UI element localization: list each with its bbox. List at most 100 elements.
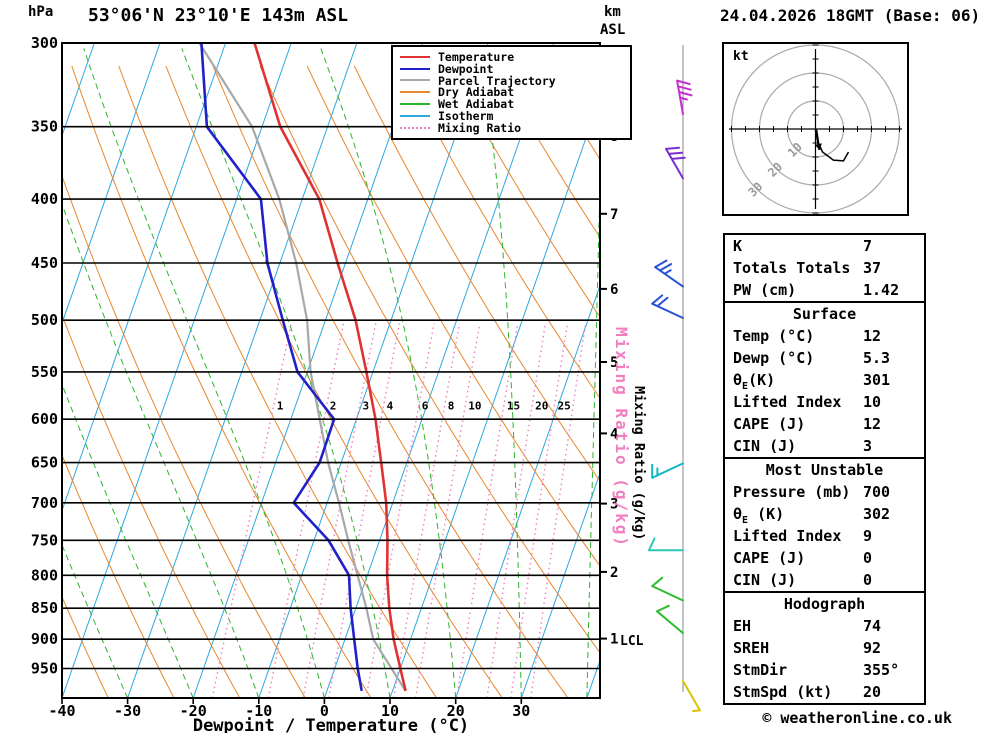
svg-text:4: 4 xyxy=(387,399,394,412)
wind-barb xyxy=(654,259,684,288)
svg-text:7: 7 xyxy=(610,207,618,223)
stats-section: Surface Temp (°C) 12 Dewp (°C) 5.3 θE(K) 301 Li… xyxy=(725,301,924,457)
wind-barb xyxy=(656,604,684,635)
stat-row: CIN (J) 0 xyxy=(725,569,924,591)
stat-value: 3 xyxy=(863,437,873,455)
svg-text:1: 1 xyxy=(610,632,618,648)
svg-text:350: 350 xyxy=(31,118,58,136)
pressure-axis-unit: hPa xyxy=(28,4,53,20)
stat-value: 74 xyxy=(863,617,882,635)
svg-text:30: 30 xyxy=(745,179,765,199)
stat-row: Pressure (mb) 700 xyxy=(725,481,924,503)
altitude-axis-unit-asl: ASL xyxy=(600,22,625,38)
section-title: Surface xyxy=(792,305,857,323)
svg-text:800: 800 xyxy=(31,566,58,584)
svg-text:600: 600 xyxy=(31,410,58,428)
storm-motion-arrow xyxy=(814,143,822,150)
legend-line-sample xyxy=(400,126,430,129)
stat-row: CIN (J) 3 xyxy=(725,435,924,457)
stat-value: 20 xyxy=(863,683,882,701)
legend-item: Temperature xyxy=(400,50,630,64)
station-title: 53°06'N 23°10'E 143m ASL xyxy=(88,5,348,26)
wind-barb xyxy=(651,576,684,602)
plot-frame xyxy=(61,42,601,699)
wet-adiabats xyxy=(62,48,600,698)
stat-value: 12 xyxy=(863,327,882,345)
stat-label: CIN (J) xyxy=(733,437,797,455)
stat-row: Temp (°C) 12 xyxy=(725,325,924,347)
svg-text:700: 700 xyxy=(31,494,58,512)
legend-item: Dewpoint xyxy=(400,62,630,76)
stat-value: 0 xyxy=(863,549,873,567)
stat-row: PW (cm) 1.42 xyxy=(725,279,924,301)
legend-item: Dry Adiabat xyxy=(400,85,630,99)
stat-value: 302 xyxy=(863,505,891,523)
legend-label: Mixing Ratio xyxy=(438,120,522,135)
temperature-curve xyxy=(253,43,407,692)
svg-text:750: 750 xyxy=(31,531,58,549)
svg-text:4: 4 xyxy=(610,426,618,442)
stat-value: 5.3 xyxy=(863,349,891,367)
svg-text:900: 900 xyxy=(31,630,58,648)
legend-label: Isotherm xyxy=(438,108,494,123)
hodograph-frame xyxy=(722,42,909,216)
wind-barb xyxy=(651,462,684,479)
stats-panel: K 7 Totals Totals 37 PW (cm) 1.42 Surface Temp … xyxy=(723,233,926,705)
stat-label: Totals Totals xyxy=(733,259,851,277)
legend-item: Mixing Ratio xyxy=(400,120,630,135)
stat-value: 12 xyxy=(863,415,882,433)
stat-value: 355° xyxy=(863,661,900,679)
chart-legend: Temperature Dewpoint Parcel Trajectory Dry … xyxy=(391,45,632,140)
svg-text:-20: -20 xyxy=(180,702,207,720)
stat-value: 301 xyxy=(863,371,891,389)
svg-text:20: 20 xyxy=(535,399,548,412)
stat-label: StmDir xyxy=(733,661,788,679)
stat-label: θE(K) xyxy=(733,371,776,392)
wind-barb xyxy=(676,79,693,116)
svg-text:850: 850 xyxy=(31,599,58,617)
stat-label: CAPE (J) xyxy=(733,415,806,433)
stat-label: Pressure (mb) xyxy=(733,483,851,501)
wind-barb xyxy=(648,537,684,552)
svg-text:2: 2 xyxy=(610,565,618,581)
legend-label: Wet Adiabat xyxy=(438,97,515,112)
plot-area xyxy=(62,43,600,698)
stat-label: CAPE (J) xyxy=(733,549,806,567)
stat-row: θE (K) 302 xyxy=(725,503,924,526)
stat-label: Dewp (°C) xyxy=(733,349,815,367)
svg-text:5: 5 xyxy=(610,355,618,371)
stat-value: 700 xyxy=(863,483,891,501)
svg-text:10: 10 xyxy=(381,702,399,720)
svg-text:450: 450 xyxy=(31,254,58,272)
stat-label: StmSpd (kt) xyxy=(733,683,833,701)
wind-barb-column xyxy=(648,45,701,712)
stat-label: SREH xyxy=(733,639,770,657)
svg-text:30: 30 xyxy=(512,702,530,720)
stat-label: Lifted Index xyxy=(733,527,842,545)
section-title: Hodograph xyxy=(783,595,866,613)
stat-row: SREH 92 xyxy=(725,637,924,659)
stat-label: K xyxy=(733,237,743,255)
svg-text:-40: -40 xyxy=(48,702,75,720)
svg-text:-10: -10 xyxy=(245,702,272,720)
stat-row: StmDir 355° xyxy=(725,659,924,681)
dry-adiabats xyxy=(62,65,600,698)
stat-label: Temp (°C) xyxy=(733,327,815,345)
stat-value: 7 xyxy=(863,237,873,255)
stat-label: Lifted Index xyxy=(733,393,842,411)
stat-row: EH 74 xyxy=(725,615,924,637)
chart-render-layer: -40 -30 -20 -10 0 10 20 30300350400450500550600… xyxy=(31,34,909,720)
tick-labels: -40 -30 -20 -10 0 10 20 30 300 350 400 450 500 550 600… xyxy=(31,34,619,720)
stat-value: 9 xyxy=(863,527,873,545)
stat-value: 37 xyxy=(863,259,882,277)
svg-text:3: 3 xyxy=(610,497,618,513)
legend-line-sample xyxy=(400,55,430,58)
legend-line-sample xyxy=(400,91,430,94)
svg-text:15: 15 xyxy=(507,399,520,412)
indices-section: K 7 Totals Totals 37 PW (cm) 1.42 xyxy=(725,235,924,301)
svg-text:400: 400 xyxy=(31,190,58,208)
legend-line-sample xyxy=(400,103,430,106)
stat-row: Totals Totals 37 xyxy=(725,257,924,279)
